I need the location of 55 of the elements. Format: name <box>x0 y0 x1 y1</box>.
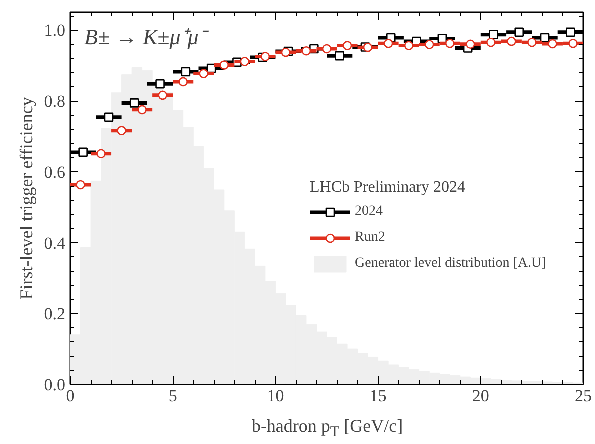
point <box>260 52 270 62</box>
point <box>404 41 414 50</box>
point <box>156 79 165 89</box>
x-tick-label: 25 <box>575 386 592 406</box>
point <box>335 51 344 61</box>
point <box>104 112 114 122</box>
point <box>76 180 86 190</box>
y-tick-label: 1.0 <box>44 21 66 40</box>
x-axis-title: b-hadron p$_{T}$ [GeV/c] <box>250 415 404 443</box>
point <box>445 39 455 48</box>
y-tick-label: 0.8 <box>44 92 66 112</box>
annotation: B± → K±μ⁺μ⁻ <box>84 24 210 50</box>
point <box>540 33 550 43</box>
point <box>342 41 352 50</box>
point <box>281 48 291 58</box>
point <box>384 39 394 48</box>
point <box>528 38 537 48</box>
legend-label: Run2 <box>355 230 386 246</box>
point <box>466 40 476 50</box>
y-tick-label: 0.0 <box>44 376 66 394</box>
point <box>199 69 209 78</box>
point <box>568 39 578 48</box>
y-tick-label: 0.6 <box>44 162 66 182</box>
point <box>240 57 250 66</box>
point <box>302 46 312 56</box>
x-tick-label: 0 <box>66 386 75 406</box>
point <box>514 28 524 37</box>
point <box>322 44 332 54</box>
point <box>424 40 434 50</box>
point <box>486 38 496 48</box>
legend-title: LHCb Preliminary 2024 <box>310 179 467 197</box>
y-axis-title: First-level trigger efficiency <box>16 97 36 300</box>
point <box>158 90 168 100</box>
point <box>178 77 188 87</box>
x-tick-label: 5 <box>168 386 178 406</box>
y-tick-label: 0.4 <box>44 234 66 253</box>
point <box>181 67 191 77</box>
point <box>438 34 448 44</box>
point <box>220 60 230 70</box>
legend-label: 2024 <box>355 204 383 220</box>
x-tick-label: 15 <box>370 386 387 406</box>
point <box>363 42 373 52</box>
x-tick-label: 10 <box>267 386 284 406</box>
y-tick-label: 0.2 <box>44 304 66 324</box>
point <box>138 105 147 115</box>
point <box>507 36 516 46</box>
point <box>566 28 576 37</box>
legend-label: Generator level distribution [A.U] <box>355 256 546 272</box>
point <box>78 148 88 158</box>
point <box>117 126 126 136</box>
x-tick-label: 20 <box>472 386 490 406</box>
point <box>130 98 140 108</box>
point <box>489 30 498 40</box>
point <box>96 149 106 158</box>
point <box>548 39 558 49</box>
